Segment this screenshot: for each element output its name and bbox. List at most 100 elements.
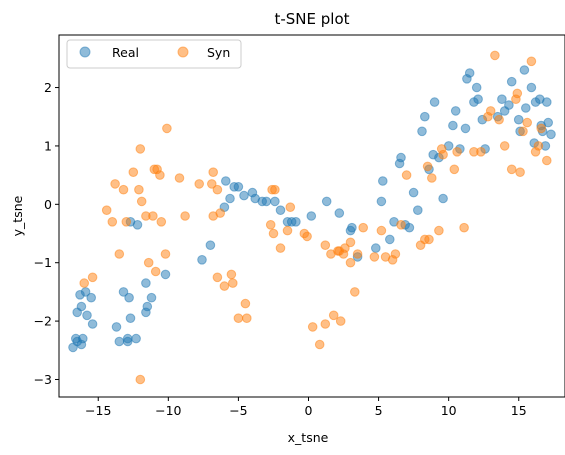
scatter-point-real xyxy=(334,208,345,218)
x-tick-label: −15 xyxy=(85,403,111,418)
scatter-point-real xyxy=(132,220,143,230)
scatter-point-syn xyxy=(242,313,252,324)
scatter-point-syn xyxy=(476,147,486,157)
scatter-point-syn xyxy=(143,257,154,268)
scatter-point-syn xyxy=(79,278,89,288)
legend-label-real: Real xyxy=(112,45,139,60)
scatter-point-real xyxy=(221,176,231,186)
scatter-point-real xyxy=(114,336,125,347)
scatter-point-real xyxy=(385,234,395,245)
scatter-point-syn xyxy=(542,155,552,166)
scatter-point-real xyxy=(275,205,286,215)
x-axis: −15 −10 −5 0 5 10 15 xyxy=(85,397,527,418)
scatter-point-real xyxy=(542,97,552,107)
scatter-point-syn xyxy=(518,126,528,137)
scatter-point-syn xyxy=(396,220,406,230)
scatter-point-syn xyxy=(194,179,204,189)
scatter-point-syn xyxy=(533,141,544,151)
scatter-point-real xyxy=(87,319,98,329)
scatter-point-syn xyxy=(422,161,433,172)
scatter-point-real xyxy=(546,129,556,140)
scatter-point-syn xyxy=(345,257,356,268)
chart-title: t-SNE plot xyxy=(274,10,349,28)
scatter-point-syn xyxy=(285,202,296,212)
scatter-point-syn xyxy=(228,278,238,288)
scatter-point-real xyxy=(420,111,430,122)
scatter-point-syn xyxy=(499,141,510,151)
scatter-point-syn xyxy=(494,114,504,125)
scatter-point-syn xyxy=(401,170,412,180)
scatter-point-real xyxy=(82,310,92,321)
y-tick-label: −2 xyxy=(34,314,52,329)
scatter-point-real xyxy=(321,196,332,207)
scatter-point-real xyxy=(471,82,482,93)
scatter-point-syn xyxy=(449,164,460,175)
plot-frame xyxy=(58,34,565,398)
scatter-point-real xyxy=(371,243,381,253)
scatter-point-syn xyxy=(107,217,118,227)
x-tick-label: −5 xyxy=(229,403,247,418)
scatter-point-syn xyxy=(302,231,312,242)
scatter-point-real xyxy=(429,97,440,107)
scatter-point-syn xyxy=(335,316,346,326)
scatter-point-syn xyxy=(134,184,144,195)
scatter-point-syn xyxy=(515,167,525,177)
scatter-point-real xyxy=(347,222,357,233)
scatter-point-real xyxy=(376,196,387,207)
scatter-point-real xyxy=(513,114,524,125)
scatter-point-real xyxy=(521,103,531,113)
scatter-point-syn xyxy=(180,211,190,221)
scatter-point-real xyxy=(86,292,96,303)
scatter-point-real xyxy=(239,190,249,201)
scatter-point-syn xyxy=(485,106,496,116)
scatter-point-real xyxy=(118,287,129,297)
scatter-point-syn xyxy=(352,249,363,259)
scatter-point-syn xyxy=(358,222,369,233)
scatter-point-syn xyxy=(114,249,125,259)
x-axis-label: x_tsne xyxy=(288,430,329,445)
points-layer xyxy=(68,50,556,385)
scatter-point-syn xyxy=(438,149,448,160)
scatter-point-real xyxy=(404,222,415,233)
scatter-point-syn xyxy=(459,222,469,233)
scatter-point-syn xyxy=(240,298,251,309)
scatter-point-real xyxy=(497,94,507,104)
scatter-point-real xyxy=(146,292,157,303)
scatter-point-real xyxy=(76,301,87,312)
scatter-point-syn xyxy=(101,205,112,215)
scatter-point-real xyxy=(417,126,427,137)
scatter-point-real xyxy=(142,301,153,312)
scatter-point-syn xyxy=(265,220,276,230)
y-tick-label: −1 xyxy=(34,255,52,270)
legend-box xyxy=(66,39,242,69)
y-axis: −3 −2 −1 0 1 2 xyxy=(34,80,59,387)
scatter-point-real xyxy=(160,269,171,280)
scatter-point-syn xyxy=(135,374,146,385)
scatter-point-real xyxy=(233,182,244,192)
scatter-point-syn xyxy=(136,196,147,207)
scatter-point-syn xyxy=(156,217,167,227)
scatter-point-syn xyxy=(226,269,237,280)
scatter-point-syn xyxy=(270,184,280,195)
legend-marker-real xyxy=(79,46,91,58)
scatter-point-syn xyxy=(121,217,132,227)
scatter-point-syn xyxy=(536,123,547,134)
scatter-point-real xyxy=(413,205,423,215)
scatter-point-syn xyxy=(522,117,533,128)
scatter-point-syn xyxy=(155,170,165,180)
legend-label-syn: Syn xyxy=(207,45,230,60)
scatter-point-real xyxy=(504,100,514,110)
scatter-point-syn xyxy=(150,266,161,277)
scatter-point-syn xyxy=(427,173,437,183)
scatter-point-syn xyxy=(212,272,223,283)
scatter-point-real xyxy=(78,333,88,344)
legend-marker-syn xyxy=(177,46,189,58)
x-tick-label: 10 xyxy=(441,403,457,418)
scatter-point-syn xyxy=(268,228,279,239)
scatter-point-syn xyxy=(128,167,139,177)
y-tick-label: −3 xyxy=(34,372,52,387)
scatter-point-syn xyxy=(110,179,120,189)
scatter-point-syn xyxy=(350,287,360,297)
scatter-point-syn xyxy=(452,147,462,157)
x-tick-label: 0 xyxy=(305,403,313,418)
